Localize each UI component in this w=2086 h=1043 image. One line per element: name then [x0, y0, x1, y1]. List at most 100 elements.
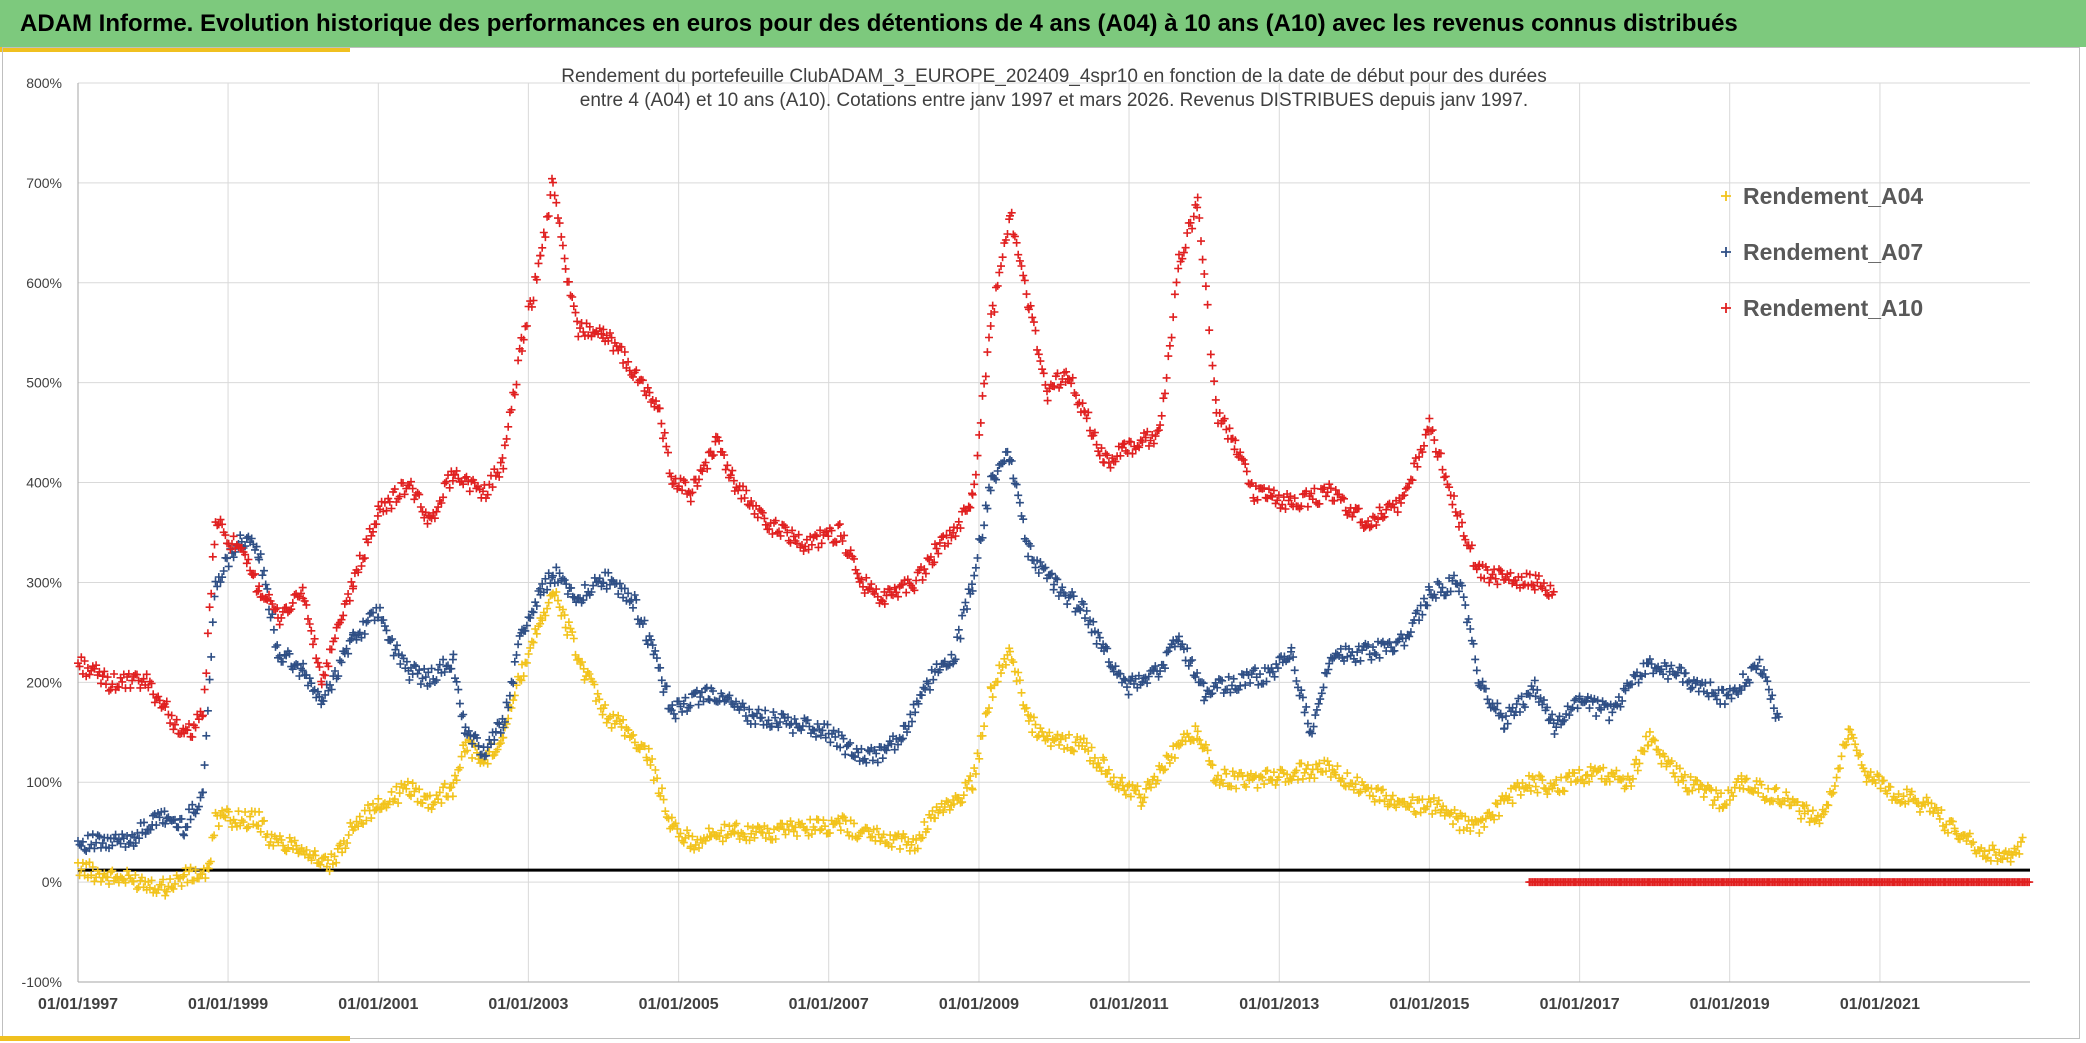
- data-point: [479, 487, 487, 496]
- data-point: [1645, 727, 1654, 736]
- data-point: [342, 644, 351, 653]
- data-point: [816, 526, 825, 535]
- data-point: [765, 829, 774, 838]
- data-point: [1307, 489, 1316, 498]
- data-point: [732, 819, 741, 828]
- data-point: [1793, 798, 1802, 806]
- data-point: [171, 720, 179, 729]
- data-point: [1866, 768, 1875, 777]
- data-point: [1650, 736, 1659, 745]
- data-point: [1036, 724, 1045, 733]
- data-point: [1195, 736, 1204, 744]
- data-point: [702, 683, 711, 692]
- data-point: [1024, 552, 1033, 561]
- data-point: [1001, 660, 1010, 669]
- data-point: [812, 532, 821, 541]
- data-point: [1599, 763, 1608, 772]
- data-point: [1101, 449, 1110, 458]
- data-point: [1450, 806, 1459, 814]
- data-point: [1802, 801, 1811, 810]
- data-point: [1222, 769, 1231, 778]
- data-point: [932, 544, 941, 553]
- data-point: [1935, 814, 1944, 823]
- data-point: [579, 328, 588, 336]
- data-point: [1338, 493, 1347, 502]
- data-point: [1275, 653, 1284, 662]
- data-point: [226, 545, 235, 554]
- data-point: [873, 758, 882, 767]
- data-point: [1439, 802, 1448, 811]
- data-point: [1403, 483, 1412, 492]
- data-point: [339, 611, 348, 620]
- data-point: [136, 683, 145, 692]
- data-point: [630, 591, 639, 599]
- data-point: [1712, 695, 1721, 704]
- data-point: [305, 620, 314, 628]
- data-point: [942, 531, 951, 540]
- data-point: [860, 754, 869, 763]
- data-point: [219, 811, 228, 820]
- data-point: [1706, 678, 1715, 687]
- data-point: [667, 472, 676, 481]
- data-point: [285, 606, 294, 615]
- data-point: [203, 706, 212, 715]
- data-point: [1461, 535, 1470, 544]
- data-point: [790, 715, 799, 723]
- data-point: [872, 749, 881, 758]
- data-point: [1036, 558, 1045, 566]
- data-point: [1456, 510, 1465, 518]
- data-point: [1118, 781, 1127, 790]
- data-point: [954, 517, 963, 526]
- data-point: [935, 665, 944, 674]
- data-point: [1374, 515, 1382, 524]
- data-point: [1217, 775, 1226, 784]
- data-point: [1445, 810, 1454, 819]
- data-point: [1270, 672, 1279, 681]
- data-point: [1772, 783, 1781, 792]
- data-point: [307, 626, 316, 635]
- chart-title-line: entre 4 (A04) et 10 ans (A10). Cotations…: [580, 90, 1528, 111]
- data-point: [1224, 672, 1233, 681]
- data-point: [1540, 784, 1549, 793]
- data-point: [1302, 487, 1311, 496]
- data-point: [1902, 785, 1911, 794]
- data-point: [993, 467, 1002, 475]
- data-point: [907, 840, 916, 849]
- data-point: [975, 430, 984, 439]
- data-point: [455, 763, 464, 772]
- data-point: [1164, 647, 1173, 656]
- data-point: [214, 822, 223, 831]
- data-point: [739, 482, 747, 491]
- data-point: [208, 618, 217, 627]
- data-point: [638, 620, 647, 628]
- data-point: [548, 174, 556, 183]
- data-point: [696, 693, 705, 701]
- data-point: [1446, 587, 1455, 596]
- data-point: [495, 720, 504, 729]
- data-point: [334, 620, 343, 629]
- data-point: [1415, 452, 1424, 461]
- x-tick-label: 01/01/2013: [1239, 996, 1319, 1013]
- data-point: [1570, 769, 1579, 778]
- data-point: [604, 568, 613, 577]
- data-point: [1137, 802, 1146, 810]
- data-point: [599, 579, 608, 588]
- data-point: [185, 720, 193, 728]
- data-point: [859, 582, 867, 591]
- data-point: [753, 709, 761, 718]
- data-point: [93, 831, 102, 840]
- data-point: [244, 555, 253, 564]
- data-point: [2025, 878, 2034, 887]
- data-point: [504, 422, 513, 431]
- data-point: [745, 836, 754, 845]
- data-point: [774, 723, 783, 732]
- data-point: [206, 857, 215, 866]
- data-point: [387, 504, 396, 513]
- data-point: [1873, 770, 1882, 779]
- data-point: [821, 733, 830, 742]
- data-point: [1193, 727, 1202, 736]
- data-point: [797, 726, 806, 735]
- data-point: [251, 569, 259, 578]
- data-point: [903, 575, 912, 584]
- data-point: [651, 766, 660, 774]
